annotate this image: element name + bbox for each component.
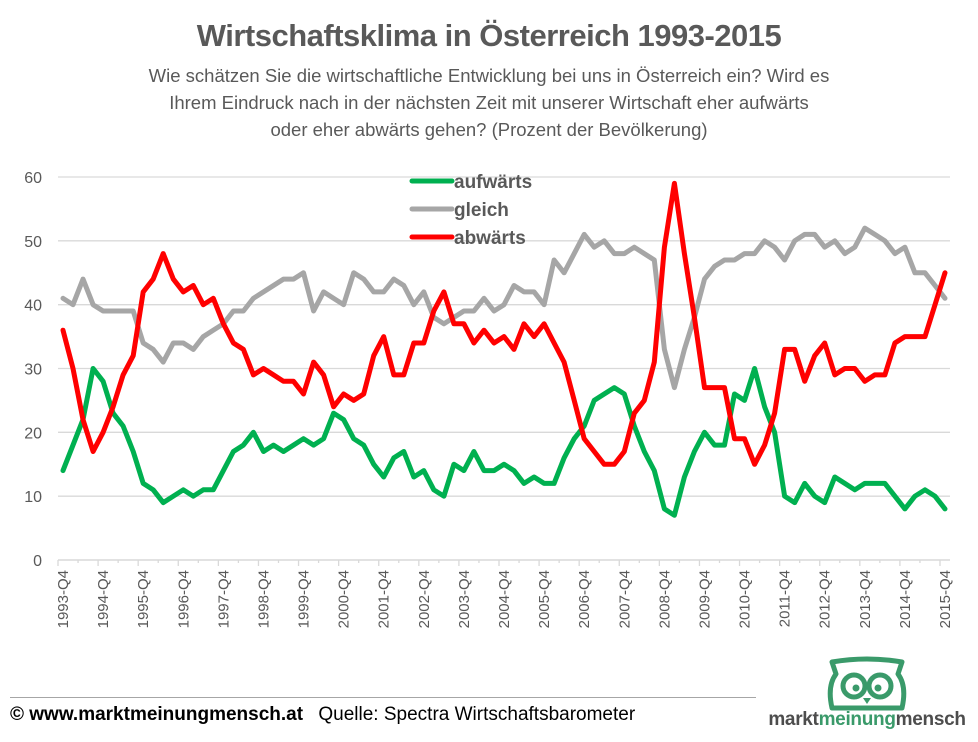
legend: aufwärts gleich abwärts [409,172,532,249]
x-tick-label: 2005-Q4 [536,570,553,628]
subtitle-line: oder eher abwärts gehen? (Prozent der Be… [270,119,708,140]
subtitle-line: Wie schätzen Sie die wirtschaftliche Ent… [148,65,830,86]
x-tick-label: 2011-Q4 [777,570,794,627]
line-chart: 0 10 20 30 40 50 60 1993-Q4 1994-Q4 1995-Q4 1996-… [24,170,954,628]
y-tick-label: 20 [24,425,42,442]
x-tick-label: 2006-Q4 [576,570,593,628]
x-tick-label: 2000-Q4 [336,570,353,628]
x-axis-tick-labels: 1993-Q4 1994-Q4 1995-Q4 1996-Q4 1997-Q4 1998-… [55,570,954,628]
logo-wordmark: marktmeinungmensch [762,709,972,731]
x-tick-label: 1993-Q4 [55,570,72,628]
x-tick-label: 1994-Q4 [95,570,112,628]
y-axis-ticks: 0 10 20 30 40 50 60 [24,170,42,570]
logo-word-markt: markt [768,709,819,730]
footer-credits: © www.marktmeinungmensch.at Quelle: Spec… [10,704,635,726]
x-tick-label: 1999-Q4 [296,570,313,628]
y-tick-label: 60 [24,170,42,187]
x-tick-label: 2004-Q4 [496,570,513,628]
x-tick-label: 2003-Q4 [456,570,473,628]
x-tick-label: 2014-Q4 [897,570,914,628]
footer-divider [10,697,756,698]
owl-icon [827,656,907,711]
x-axis [57,559,950,566]
y-tick-label: 0 [33,553,42,570]
x-tick-label: 2015-Q4 [937,570,954,628]
x-tick-label: 2012-Q4 [817,570,834,628]
legend-label: gleich [454,200,509,221]
x-tick-label: 2007-Q4 [616,570,633,628]
subtitle-line: Ihrem Eindruck nach in der nächsten Zeit… [169,92,809,113]
x-tick-label: 2008-Q4 [656,570,673,628]
x-tick-label: 2001-Q4 [376,570,393,628]
x-tick-label: 2009-Q4 [696,570,713,628]
logo-word-mensch: mensch [895,709,966,730]
copyright-link[interactable]: © www.marktmeinungmensch.at [10,704,304,725]
series-lines [60,180,948,518]
y-tick-label: 40 [24,298,42,315]
x-tick-label: 1995-Q4 [135,570,152,628]
x-tick-label: 1998-Q4 [255,570,272,628]
y-tick-label: 50 [24,234,42,251]
legend-label: abwärts [454,228,526,249]
y-tick-label: 10 [24,489,42,506]
source-text: Quelle: Spectra Wirtschaftsbarometer [318,704,636,725]
logo-word-meinung: meinung [818,709,896,730]
x-tick-label: 1997-Q4 [215,570,232,628]
series-line-abwärts [60,180,948,467]
x-tick-label: 1996-Q4 [175,570,192,628]
x-tick-label: 2013-Q4 [857,570,874,628]
chart-subtitle: Wie schätzen Sie die wirtschaftliche Ent… [100,62,878,143]
series-line-aufwärts [60,366,948,518]
legend-label: aufwärts [454,172,532,193]
x-tick-label: 2002-Q4 [416,570,433,628]
brand-logo: marktmeinungmensch [762,656,972,738]
chart-title: Wirtschaftsklima in Österreich 1993-2015 [196,18,782,53]
x-tick-label: 2010-Q4 [737,570,754,628]
y-tick-label: 30 [24,362,42,379]
